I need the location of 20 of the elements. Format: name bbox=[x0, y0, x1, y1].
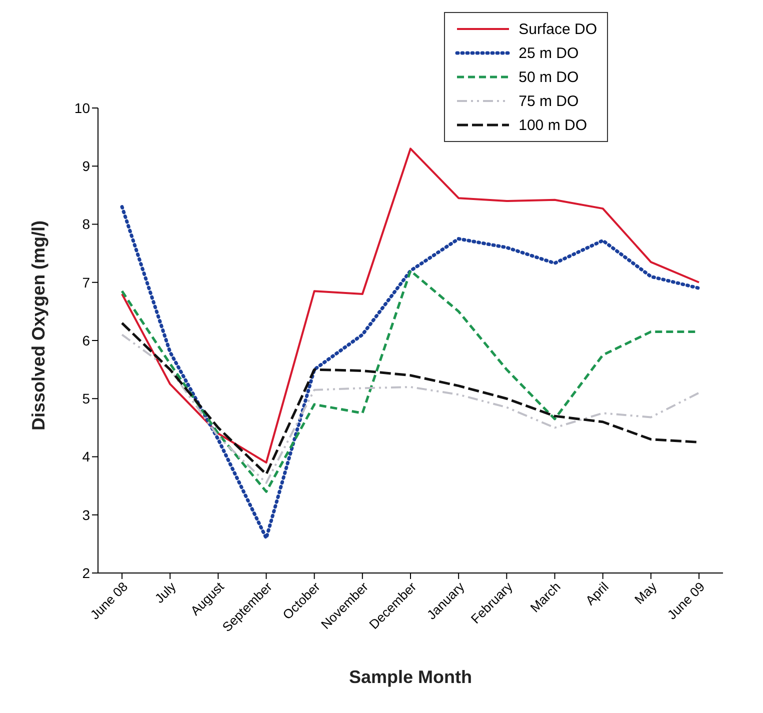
legend-label: 25 m DO bbox=[518, 44, 579, 62]
y-tick-label: 9 bbox=[82, 158, 90, 174]
y-tick-label: 10 bbox=[74, 100, 90, 116]
y-tick-label: 8 bbox=[82, 216, 90, 232]
legend-label: Surface DO bbox=[518, 20, 597, 38]
line-series bbox=[120, 205, 701, 540]
x-tick-label: July bbox=[152, 578, 180, 606]
y-tick-label: 5 bbox=[82, 390, 90, 407]
legend-label: 50 m DO bbox=[518, 68, 579, 86]
y-tick-label: 3 bbox=[82, 506, 90, 523]
y-tick-label: 2 bbox=[82, 564, 90, 581]
x-tick-label: May bbox=[632, 578, 660, 608]
y-axis-title: Dissolved Oxygen (mg/l) bbox=[28, 220, 48, 430]
y-tick-label: 7 bbox=[82, 274, 90, 290]
y-tick-label: 6 bbox=[82, 332, 90, 348]
x-axis-title: Sample Month bbox=[348, 667, 472, 687]
legend-label: 75 m DO bbox=[518, 92, 579, 110]
y-tick-label: 4 bbox=[82, 448, 90, 465]
line-series bbox=[121, 148, 700, 464]
legend-label: 100 m DO bbox=[518, 116, 587, 134]
